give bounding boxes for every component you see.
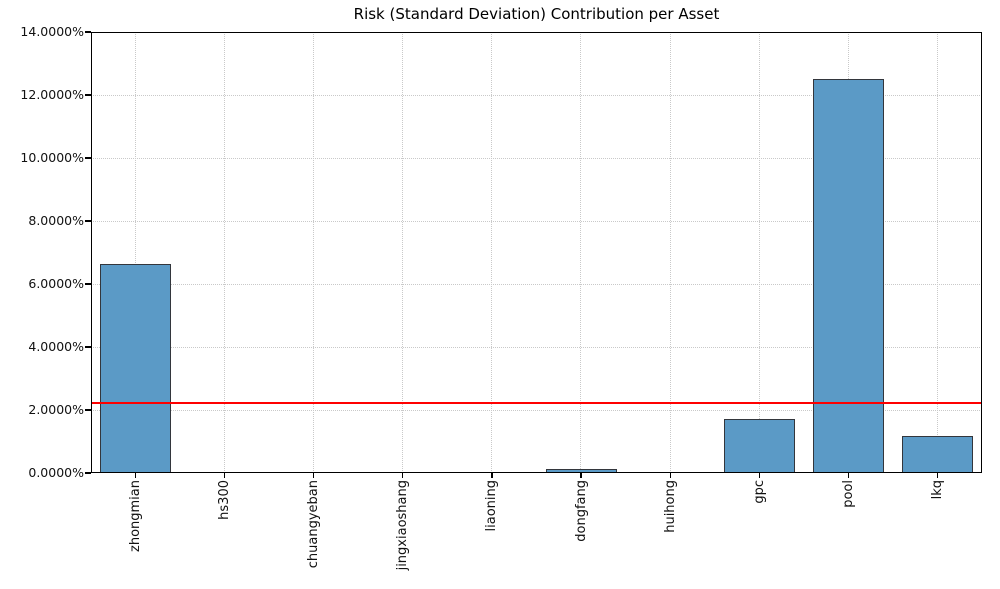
gridline-vertical <box>224 32 226 473</box>
y-tick-mark <box>85 220 91 222</box>
reference-line <box>91 402 982 405</box>
x-tick-mark <box>491 473 493 478</box>
y-tick-mark <box>85 346 91 348</box>
bar-lkq <box>901 436 973 473</box>
x-tick-label-dongfang: dongfang <box>573 480 589 542</box>
x-tick-label-gpc: gpc <box>751 480 767 504</box>
y-tick-label: 12.0000% <box>20 87 84 102</box>
x-tick-mark <box>580 473 582 478</box>
bar-liaoning <box>456 472 528 473</box>
x-tick-mark <box>402 473 404 478</box>
y-tick-label: 4.0000% <box>28 339 84 354</box>
gridline-horizontal <box>91 346 982 348</box>
x-tick-mark <box>847 473 849 478</box>
y-tick-mark <box>85 472 91 474</box>
y-tick-mark <box>85 283 91 285</box>
gridline-vertical <box>669 32 671 473</box>
x-tick-mark <box>936 473 939 478</box>
y-tick-label: 2.0000% <box>28 402 84 417</box>
gridline-vertical <box>313 32 315 473</box>
x-tick-mark <box>134 473 137 478</box>
y-tick-label: 8.0000% <box>28 213 84 228</box>
x-tick-label-huihong: huihong <box>662 480 678 533</box>
x-tick-mark <box>313 473 315 478</box>
y-tick-label: 14.0000% <box>20 24 84 39</box>
x-tick-mark <box>669 473 671 478</box>
bar-huihong <box>634 472 706 473</box>
gridline-horizontal <box>91 283 982 285</box>
bar-pool <box>812 78 884 473</box>
y-tick-label: 10.0000% <box>20 150 84 165</box>
gridline-vertical <box>402 32 404 473</box>
y-tick-mark <box>85 94 91 96</box>
x-tick-label-liaoning: liaoning <box>484 480 500 532</box>
x-tick-label-zhongmian: zhongmian <box>128 480 144 552</box>
x-tick-label-hs300: hs300 <box>217 480 233 520</box>
bar-zhongmian <box>100 263 172 473</box>
x-tick-label-jingxiaoshang: jingxiaoshang <box>395 480 411 571</box>
bar-hs300 <box>189 472 261 473</box>
y-tick-mark <box>85 157 91 159</box>
y-tick-label: 6.0000% <box>28 276 84 291</box>
y-tick-mark <box>85 31 91 33</box>
gridline-vertical <box>134 32 136 473</box>
gridline-vertical <box>758 32 760 473</box>
bar-chuangyeban <box>278 472 350 473</box>
bar-dongfang <box>545 469 617 473</box>
gridline-horizontal <box>91 157 982 159</box>
gridline-vertical <box>936 32 938 473</box>
gridline-horizontal <box>91 409 982 411</box>
chart-title: Risk (Standard Deviation) Contribution p… <box>353 5 720 23</box>
x-tick-mark <box>758 473 760 478</box>
gridline-horizontal <box>91 94 982 96</box>
bar-jingxiaoshang <box>367 472 439 473</box>
x-tick-label-chuangyeban: chuangyeban <box>306 480 322 569</box>
gridline-horizontal <box>91 220 982 222</box>
gridline-vertical <box>580 32 582 473</box>
x-tick-label-pool: pool <box>840 480 856 508</box>
y-tick-label: 0.0000% <box>28 465 84 480</box>
plot-area <box>91 31 982 473</box>
bar-gpc <box>723 419 795 473</box>
x-tick-mark <box>224 473 226 478</box>
gridline-vertical <box>491 32 493 473</box>
x-tick-label-lkq: lkq <box>929 480 945 500</box>
y-tick-mark <box>85 409 91 411</box>
